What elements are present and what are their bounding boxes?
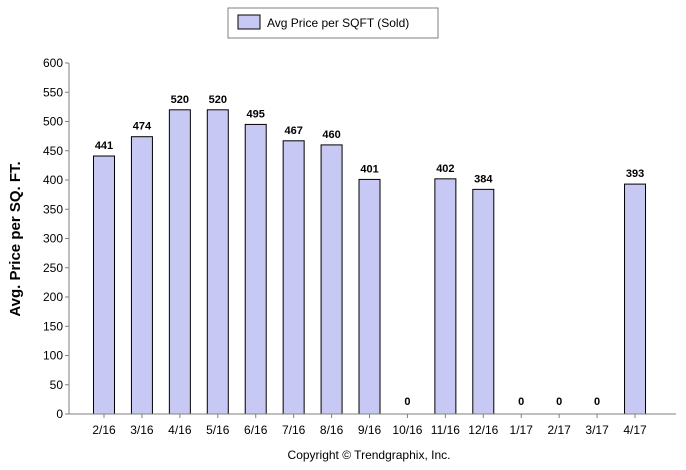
- bar: [358, 178, 381, 415]
- legend-box: [227, 7, 439, 39]
- x-tick-label: 10/16: [392, 423, 422, 437]
- bar-value-label: 402: [436, 163, 454, 175]
- copyright-text: Copyright © Trendgraphix, Inc.: [288, 448, 451, 462]
- y-tick-label: 100: [43, 349, 63, 363]
- bar: [434, 178, 457, 415]
- bar: [320, 144, 343, 415]
- bars: [93, 109, 647, 415]
- x-tick-label: 5/16: [206, 423, 230, 437]
- x-axis-ticks: 2/16 3/16 4/16 5/16 6/16 7/16 8/16 9/16 10/16 11/…: [92, 414, 647, 437]
- x-tick-label: 3/16: [130, 423, 154, 437]
- y-tick-label: 450: [43, 144, 63, 158]
- bar: [472, 188, 495, 415]
- y-tick-label: 200: [43, 290, 63, 304]
- legend-label: Avg Price per SQFT (Sold): [267, 16, 409, 30]
- bar-value-label: 460: [322, 129, 340, 141]
- bar-value-label: 0: [556, 396, 562, 408]
- bar: [93, 155, 115, 415]
- bar: [168, 109, 191, 415]
- x-tick-label: 4/17: [623, 423, 647, 437]
- x-tick-label: 3/17: [585, 423, 609, 437]
- bar: [130, 136, 153, 415]
- bar: [206, 109, 229, 415]
- x-tick-label: 12/16: [468, 423, 498, 437]
- y-tick-label: 300: [43, 232, 63, 246]
- x-tick-label: 1/17: [510, 423, 534, 437]
- bar-value-labels: 441 474 520 520 495 467 460 401 0 402 384 0 0 0 393: [95, 94, 644, 408]
- x-tick-label: 2/16: [92, 423, 116, 437]
- bar: [244, 123, 267, 415]
- bar-value-label: 0: [518, 396, 524, 408]
- y-tick-label: 400: [43, 173, 63, 187]
- y-axis-ticks: 0 50 100 150 200 250 300 350 400 450 500 550 600: [43, 56, 69, 421]
- y-axis-label: Avg. Price per SQ. FT.: [7, 161, 24, 316]
- x-tick-label: 9/16: [358, 423, 382, 437]
- y-tick-label: 150: [43, 319, 63, 333]
- bar-value-label: 0: [594, 396, 600, 408]
- y-tick-label: 50: [50, 378, 64, 392]
- y-tick-label: 0: [56, 407, 63, 421]
- y-tick-label: 500: [43, 115, 63, 129]
- y-tick-label: 250: [43, 261, 63, 275]
- bar: [624, 183, 647, 415]
- bar-value-label: 474: [133, 121, 152, 133]
- y-tick-label: 600: [43, 56, 63, 70]
- y-tick-label: 550: [43, 85, 63, 99]
- x-tick-label: 11/16: [431, 423, 460, 437]
- x-tick-label: 6/16: [244, 423, 268, 437]
- bar-value-label: 520: [171, 94, 189, 106]
- x-tick-label: 7/16: [282, 423, 306, 437]
- legend: Avg Price per SQFT (Sold): [227, 7, 439, 39]
- x-tick-label: 8/16: [320, 423, 344, 437]
- bar-value-label: 401: [360, 163, 378, 175]
- bar-value-label: 393: [626, 168, 644, 180]
- y-tick-label: 350: [43, 202, 63, 216]
- x-tick-label: 4/16: [168, 423, 192, 437]
- bar-value-label: 520: [209, 94, 227, 106]
- legend-swatch: [237, 14, 261, 30]
- bar-value-label: 0: [404, 396, 410, 408]
- bar-value-label: 384: [474, 173, 493, 185]
- bar-value-label: 495: [247, 108, 265, 120]
- bar-value-label: 441: [95, 140, 113, 152]
- bar: [282, 140, 305, 415]
- bar-value-label: 467: [284, 125, 302, 137]
- x-tick-label: 2/17: [547, 423, 571, 437]
